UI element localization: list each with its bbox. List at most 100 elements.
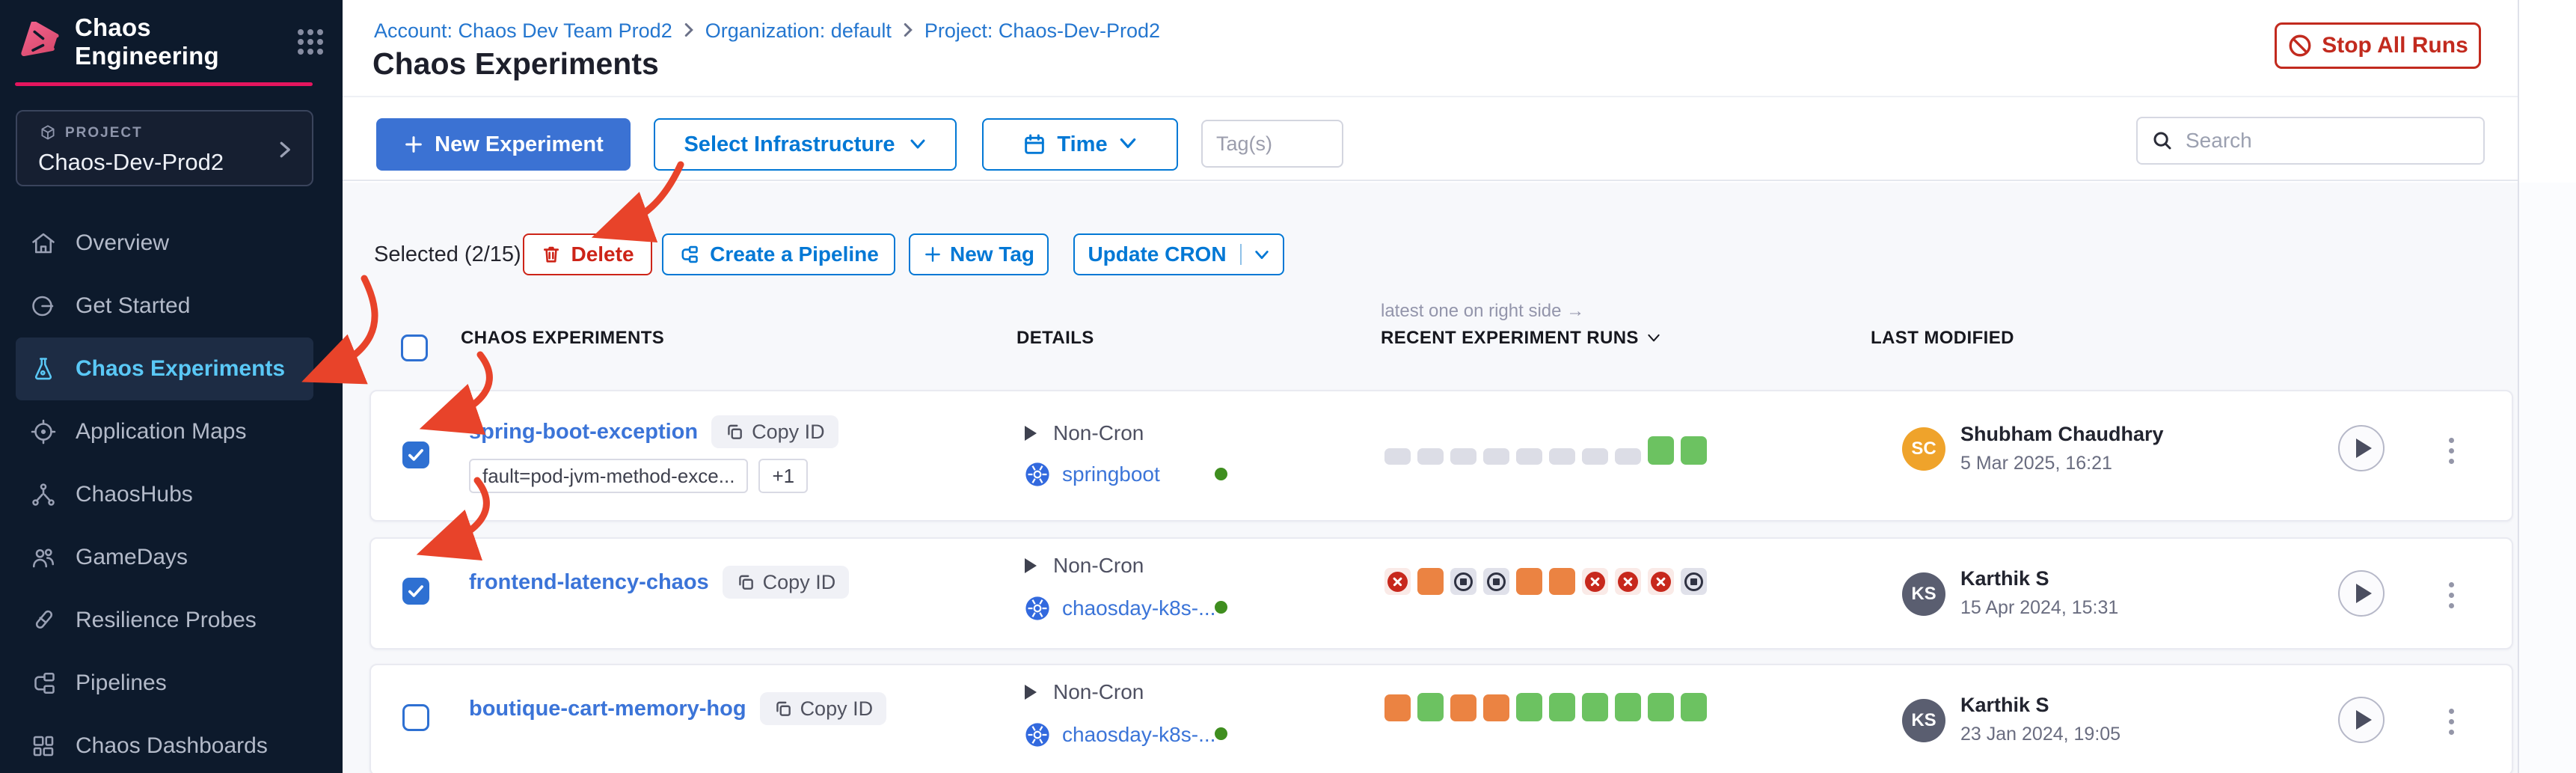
run-success-indicator[interactable] (1648, 693, 1674, 721)
run-failed-indicator[interactable] (1384, 568, 1411, 595)
accent-line (15, 82, 313, 86)
plus-icon (925, 247, 940, 262)
chevron-down-icon (909, 132, 927, 157)
recent-runs-label: RECENT EXPERIMENT RUNS (1381, 328, 1639, 348)
play-triangle-icon (1025, 558, 1037, 573)
update-cron-button[interactable]: Update CRON (1073, 233, 1284, 275)
sidebar-item-get-started[interactable]: Get Started (16, 275, 313, 337)
copy-id-button[interactable]: Copy ID (711, 415, 838, 448)
run-success-indicator[interactable] (1648, 436, 1674, 465)
tag-chip[interactable]: fault=pod-jvm-method-exce... (469, 459, 749, 493)
chaos-engineering-logo-icon (21, 22, 59, 56)
row-checkbox[interactable] (402, 442, 429, 468)
modified-by-name: Karthik S (1960, 694, 2049, 716)
copy-icon (738, 575, 753, 590)
column-header-details: DETAILS (1016, 328, 1094, 348)
run-success-indicator[interactable] (1681, 693, 1707, 721)
kubernetes-icon (1025, 723, 1049, 747)
row-menu-button[interactable] (2444, 704, 2459, 739)
run-experiment-button[interactable] (2338, 570, 2385, 617)
run-success-indicator[interactable] (1582, 693, 1608, 721)
delete-button[interactable]: Delete (523, 233, 652, 275)
experiment-row: spring-boot-exception Copy ID fault=pod-… (369, 390, 2513, 522)
experiment-name-link[interactable]: frontend-latency-chaos (469, 569, 709, 594)
project-selector[interactable]: PROJECT Chaos-Dev-Prod2 (16, 110, 313, 186)
new-tag-button[interactable]: New Tag (909, 233, 1049, 275)
create-pipeline-button[interactable]: Create a Pipeline (662, 233, 895, 275)
sidebar-item-resilience-probes[interactable]: Resilience Probes (16, 589, 313, 652)
project-label: PROJECT (65, 125, 143, 141)
play-icon (2355, 710, 2372, 730)
sidebar-item-overview[interactable]: Overview (16, 212, 313, 275)
modified-by: Karthik S 23 Jan 2024, 19:05 (1960, 694, 2120, 745)
breadcrumb-org-link[interactable]: Organization: default (705, 19, 892, 42)
time-filter-dropdown[interactable]: Time (982, 118, 1178, 171)
infrastructure-link[interactable]: springboot (1025, 462, 1160, 487)
breadcrumb: Account: Chaos Dev Team Prod2 Organizati… (374, 19, 1160, 43)
experiment-name-link[interactable]: boutique-cart-memory-hog (469, 696, 746, 721)
run-success-indicator[interactable] (1516, 693, 1542, 721)
project-name: Chaos-Dev-Prod2 (38, 149, 224, 175)
play-triangle-icon (1025, 426, 1037, 441)
run-failed-indicator[interactable] (1648, 568, 1674, 595)
module-grid-icon[interactable] (298, 29, 323, 55)
experiment-name-link[interactable]: spring-boot-exception (469, 419, 699, 444)
breadcrumb-project-link[interactable]: Project: Chaos-Dev-Prod2 (924, 19, 1161, 42)
update-cron-label: Update CRON (1088, 242, 1227, 266)
sidebar-item-label: Pipelines (76, 670, 167, 695)
infrastructure-link[interactable]: chaosday-k8s-... (1025, 596, 1215, 621)
modified-by: Karthik S 15 Apr 2024, 15:31 (1960, 567, 2118, 619)
recent-runs (1384, 566, 1707, 595)
modified-date: 5 Mar 2025, 16:21 (1960, 453, 2112, 474)
run-success-indicator[interactable] (1417, 693, 1444, 721)
select-all-checkbox[interactable] (401, 334, 428, 361)
run-running-indicator[interactable] (1417, 568, 1444, 595)
row-menu-button[interactable] (2444, 433, 2459, 468)
sidebar-item-chaos-experiments[interactable]: Chaos Experiments (16, 337, 313, 400)
sidebar-item-pipelines[interactable]: Pipelines (16, 652, 313, 715)
run-experiment-button[interactable] (2338, 697, 2385, 743)
run-failed-indicator[interactable] (1615, 568, 1641, 595)
run-success-indicator[interactable] (1549, 693, 1575, 721)
sidebar-item-application-maps[interactable]: Application Maps (16, 400, 313, 463)
row-checkbox[interactable] (402, 578, 429, 605)
run-placeholder-indicator (1516, 448, 1542, 465)
chevron-down-icon (1648, 334, 1660, 342)
select-infrastructure-dropdown[interactable]: Select Infrastructure (654, 118, 957, 171)
tags-filter-input[interactable]: Tag(s) (1201, 120, 1343, 168)
sidebar-item-chaoshubs[interactable]: ChaosHubs (16, 463, 313, 526)
infrastructure-link[interactable]: chaosday-k8s-... (1025, 722, 1215, 748)
run-running-indicator[interactable] (1450, 694, 1476, 721)
breadcrumb-account-link[interactable]: Account: Chaos Dev Team Prod2 (374, 19, 672, 42)
stop-all-runs-button[interactable]: Stop All Runs (2275, 22, 2481, 69)
create-pipeline-label: Create a Pipeline (710, 242, 879, 266)
run-stopped-indicator[interactable] (1483, 568, 1509, 595)
run-running-indicator[interactable] (1549, 568, 1575, 595)
run-running-indicator[interactable] (1516, 568, 1542, 595)
row-checkbox[interactable] (402, 704, 429, 731)
copy-id-button[interactable]: Copy ID (759, 692, 887, 725)
column-header-recent-runs[interactable]: RECENT EXPERIMENT RUNS (1381, 328, 1661, 349)
run-success-indicator[interactable] (1681, 436, 1707, 465)
run-failed-indicator[interactable] (1582, 568, 1608, 595)
copy-id-button[interactable]: Copy ID (722, 566, 850, 599)
new-experiment-button[interactable]: New Experiment (376, 118, 631, 171)
run-stopped-indicator[interactable] (1450, 568, 1476, 595)
pipelines-icon (29, 669, 58, 697)
copy-icon (728, 424, 742, 439)
run-running-indicator[interactable] (1483, 694, 1509, 721)
run-running-indicator[interactable] (1384, 694, 1411, 721)
avatar: SC (1902, 427, 1945, 471)
row-menu-button[interactable] (2444, 578, 2459, 613)
search-input[interactable]: Search (2136, 117, 2485, 165)
run-success-indicator[interactable] (1615, 693, 1641, 721)
tag-chip[interactable]: +1 (758, 459, 809, 493)
run-stopped-indicator[interactable] (1681, 568, 1707, 595)
modified-date: 23 Jan 2024, 19:05 (1960, 724, 2121, 745)
scrollbar-gutter[interactable] (2518, 0, 2576, 773)
run-experiment-button[interactable] (2338, 425, 2385, 471)
sidebar-item-gamedays[interactable]: GameDays (16, 526, 313, 589)
sidebar-item-chaos-dashboards[interactable]: Chaos Dashboards (16, 715, 313, 773)
copy-id-label: Copy ID (762, 570, 836, 593)
dashboards-icon (29, 732, 58, 760)
